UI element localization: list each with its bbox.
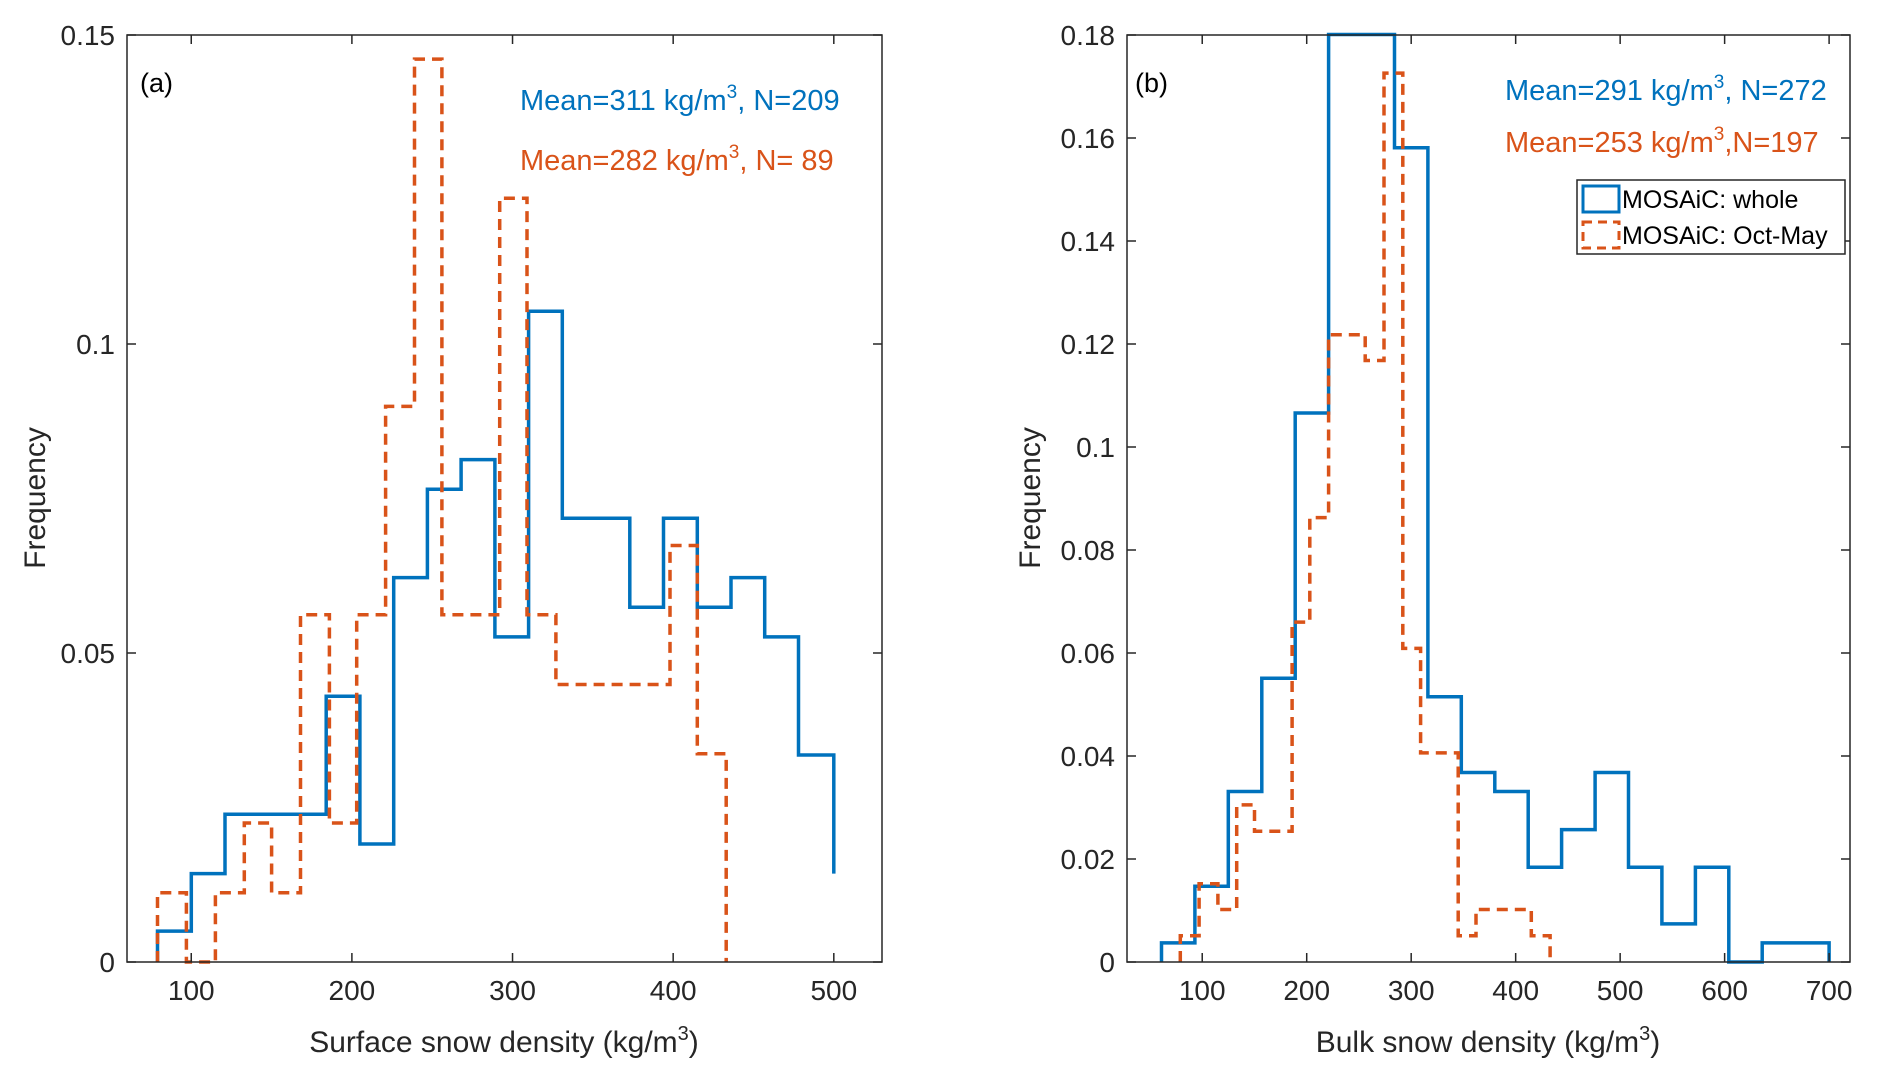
x-tick-label-b: 200 bbox=[1283, 975, 1330, 1006]
x-tick-label-b: 100 bbox=[1179, 975, 1226, 1006]
panel-a: 100 200 300 400 500 0 0.05 0.1 0.15 (a) Mean=311… bbox=[19, 20, 883, 1059]
y-tick-label-b: 0.1 bbox=[1076, 432, 1115, 463]
y-tick-label-b: 0.06 bbox=[1061, 638, 1116, 669]
mean-annotation-whole-a: Mean=311 kg/m3, N=209 bbox=[520, 82, 840, 117]
x-tick-label-a: 100 bbox=[168, 975, 215, 1006]
y-tick-label-b: 0.12 bbox=[1061, 329, 1116, 360]
histogram-series-octmay-a bbox=[155, 57, 728, 964]
x-tick-label-a: 500 bbox=[810, 975, 857, 1006]
x-tick-label-b: 400 bbox=[1492, 975, 1539, 1006]
y-tick-label-b: 0.18 bbox=[1061, 20, 1116, 51]
y-tick-label-b: 0.08 bbox=[1061, 535, 1116, 566]
y-axis-label-b: Frequency bbox=[1014, 427, 1047, 569]
x-tick-label-b: 700 bbox=[1806, 975, 1853, 1006]
y-tick-label-a: 0.15 bbox=[61, 20, 116, 51]
mean-annotation-octmay-a: Mean=282 kg/m3, N= 89 bbox=[520, 142, 834, 177]
x-tick-label-a: 300 bbox=[489, 975, 536, 1006]
panel-b: 100 200 300 400 500 600 700 0 0.02 0.04 0.06 0.08 0.… bbox=[1014, 20, 1852, 1059]
ticks-layer-b: 100 200 300 400 500 600 700 0 0.02 0.04 0.06 0.08 0.… bbox=[1061, 20, 1853, 1006]
x-tick-label-b: 300 bbox=[1388, 975, 1435, 1006]
plot-area-b bbox=[1127, 35, 1850, 962]
mean-annotation-whole-b: Mean=291 kg/m3, N=272 bbox=[1505, 72, 1827, 107]
x-tick-label-a: 200 bbox=[329, 975, 376, 1006]
y-axis-label-a: Frequency bbox=[19, 427, 52, 569]
axes-box-b bbox=[1126, 34, 1851, 963]
legend-swatch-whole bbox=[1581, 184, 1621, 214]
x-tick-label-a: 400 bbox=[650, 975, 697, 1006]
legend-label-whole: MOSAiC: whole bbox=[1622, 186, 1798, 214]
mean-annotation-octmay-b: Mean=253 kg/m3,N=197 bbox=[1505, 124, 1819, 159]
y-tick-label-a: 0.1 bbox=[76, 329, 115, 360]
axes-box-a bbox=[126, 34, 883, 963]
y-tick-label-a: 0.05 bbox=[61, 638, 116, 669]
y-tick-label-b: 0 bbox=[1099, 947, 1115, 978]
y-tick-label-b: 0.14 bbox=[1061, 226, 1116, 257]
histogram-series-whole-b bbox=[1159, 32, 1831, 964]
plot-area-a bbox=[127, 35, 882, 962]
panel-label-a: (a) bbox=[140, 68, 173, 98]
y-tick-label-a: 0 bbox=[99, 947, 115, 978]
x-tick-label-b: 500 bbox=[1597, 975, 1644, 1006]
ticks-layer-a: 100 200 300 400 500 0 0.05 0.1 0.15 bbox=[61, 20, 882, 1006]
series-layer-b bbox=[1159, 32, 1831, 964]
x-axis-label-a: Surface snow density (kg/m3) bbox=[309, 1023, 699, 1059]
y-tick-label-b: 0.16 bbox=[1061, 123, 1116, 154]
x-tick-label-b: 600 bbox=[1701, 975, 1748, 1006]
y-tick-label-b: 0.02 bbox=[1061, 844, 1116, 875]
x-axis-label-b: Bulk snow density (kg/m3) bbox=[1316, 1023, 1661, 1059]
legend-box bbox=[1576, 179, 1846, 255]
series-layer-a bbox=[155, 57, 836, 964]
legend: MOSAiC: whole MOSAiC: Oct-May bbox=[1576, 179, 1846, 255]
panel-label-b: (b) bbox=[1135, 68, 1168, 98]
y-tick-label-b: 0.04 bbox=[1061, 741, 1116, 772]
legend-label-octmay: MOSAiC: Oct-May bbox=[1622, 222, 1828, 250]
histogram-series-whole-a bbox=[155, 309, 836, 962]
legend-swatch-octmay bbox=[1581, 220, 1621, 250]
